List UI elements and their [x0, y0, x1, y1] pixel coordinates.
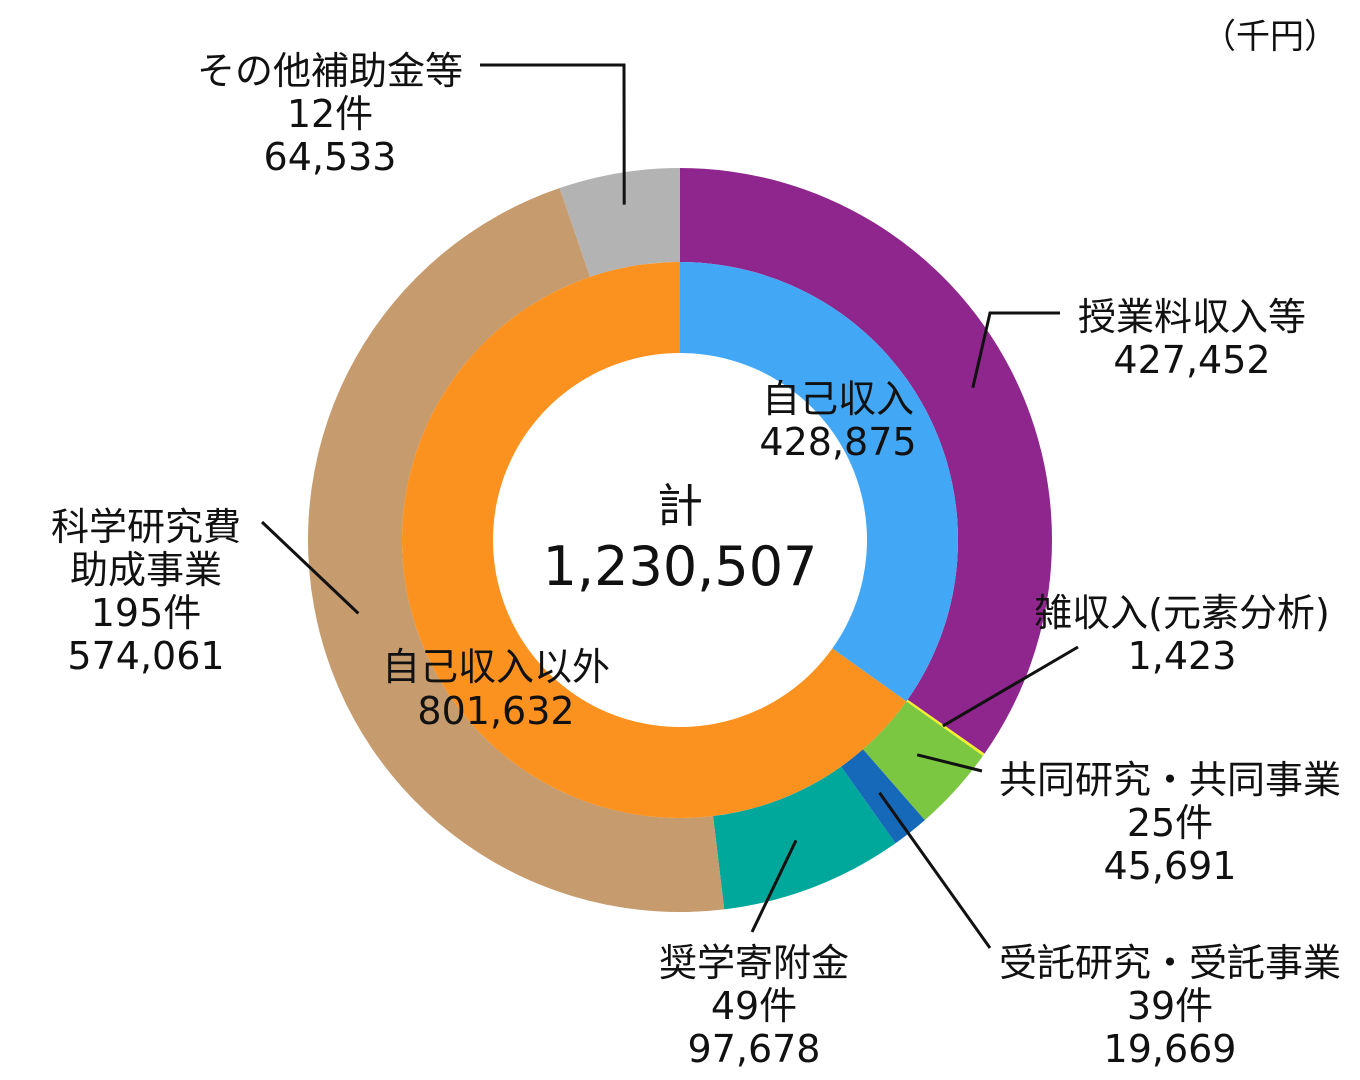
outer-label-value-1: 1,423 [1128, 634, 1237, 678]
inner-ring [402, 262, 959, 818]
outer-label-name-4: 奨学寄附金 [659, 941, 849, 985]
outer-slice-6 [559, 168, 680, 277]
leader-line-2 [916, 753, 983, 773]
unit-label: （千円） [1202, 17, 1338, 57]
leader-lines [260, 63, 1079, 949]
total-label: 計 [657, 479, 703, 533]
outer-slice-0 [680, 168, 1052, 754]
inner-label-value-1: 801,632 [417, 689, 574, 733]
inner-label-name-1: 自己収入以外 [382, 645, 610, 689]
leader-line-1 [942, 645, 1079, 728]
outer-label-name-5: 科学研究費 [51, 505, 241, 549]
outer-label-name2-5: 助成事業 [70, 548, 222, 592]
leader-line-6 [480, 63, 626, 205]
outer-ring [308, 168, 1052, 912]
outer-label-value-0: 427,452 [1113, 338, 1270, 382]
outer-label-name-2: 共同研究・共同事業 [999, 758, 1341, 802]
outer-slice-4 [713, 766, 896, 910]
total-value: 1,230,507 [543, 535, 818, 598]
outer-label-name-6: その他補助金等 [197, 49, 463, 93]
leader-line-3 [878, 791, 992, 949]
outer-label-name-0: 授業料収入等 [1078, 295, 1306, 339]
leader-line-4 [750, 839, 798, 933]
outer-label-count-6: 12件 [287, 92, 373, 136]
outer-slice-5 [308, 188, 725, 912]
outer-label-count-4: 49件 [711, 984, 797, 1028]
outer-label-name-1: 雑収入(元素分析) [1034, 591, 1330, 635]
outer-label-name-3: 受託研究・受託事業 [999, 941, 1341, 985]
leader-line-0 [971, 311, 1060, 389]
outer-label-count-2: 25件 [1127, 801, 1213, 845]
outer-label-value-2: 45,691 [1104, 844, 1237, 888]
inner-slice-1 [402, 262, 907, 818]
outer-slice-2 [862, 701, 983, 821]
outer-slice-1 [906, 699, 985, 756]
outer-label-value-5: 574,061 [67, 634, 224, 678]
inner-slice-0 [680, 262, 959, 702]
outer-label-count-3: 39件 [1127, 984, 1213, 1028]
inner-label-name-0: 自己収入 [762, 377, 914, 421]
inner-label-value-0: 428,875 [759, 420, 916, 464]
outer-label-value-4: 97,678 [688, 1027, 821, 1071]
outer-label-count-5: 195件 [91, 591, 202, 635]
leader-line-5 [260, 520, 360, 615]
outer-label-value-6: 64,533 [264, 135, 397, 179]
outer-label-value-3: 19,669 [1104, 1027, 1237, 1071]
